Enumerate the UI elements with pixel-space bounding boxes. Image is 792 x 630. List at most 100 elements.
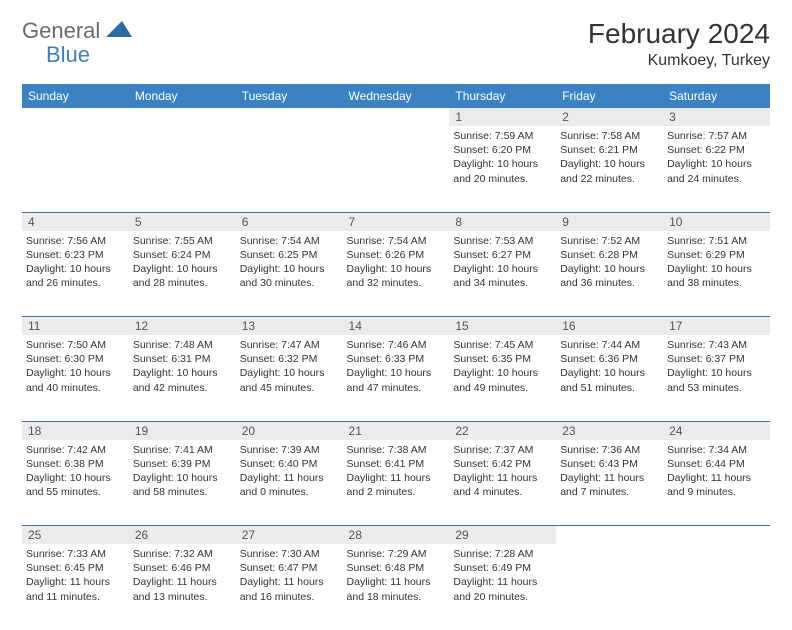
sunset-text: Sunset: 6:33 PM: [347, 352, 446, 366]
day-details: Sunrise: 7:57 AMSunset: 6:22 PMDaylight:…: [667, 129, 766, 186]
day-number: 22: [449, 421, 556, 440]
day-number: 5: [129, 212, 236, 231]
day-cell: [129, 126, 236, 212]
sunset-text: Sunset: 6:21 PM: [560, 143, 659, 157]
day-number: 24: [663, 421, 770, 440]
day-number: 13: [236, 317, 343, 336]
day-details: Sunrise: 7:34 AMSunset: 6:44 PMDaylight:…: [667, 443, 766, 500]
sunrise-text: Sunrise: 7:55 AM: [133, 234, 232, 248]
day-details: Sunrise: 7:50 AMSunset: 6:30 PMDaylight:…: [26, 338, 125, 395]
daylight-text: Daylight: 11 hours and 0 minutes.: [240, 471, 339, 499]
daynum-row: 18192021222324: [22, 421, 770, 440]
day-cell: [236, 126, 343, 212]
sunrise-text: Sunrise: 7:44 AM: [560, 338, 659, 352]
sunset-text: Sunset: 6:28 PM: [560, 248, 659, 262]
day-details: Sunrise: 7:42 AMSunset: 6:38 PMDaylight:…: [26, 443, 125, 500]
day-details: Sunrise: 7:56 AMSunset: 6:23 PMDaylight:…: [26, 234, 125, 291]
sunrise-text: Sunrise: 7:45 AM: [453, 338, 552, 352]
day-number: 17: [663, 317, 770, 336]
daylight-text: Daylight: 10 hours and 20 minutes.: [453, 157, 552, 185]
sunset-text: Sunset: 6:32 PM: [240, 352, 339, 366]
day-details: Sunrise: 7:37 AMSunset: 6:42 PMDaylight:…: [453, 443, 552, 500]
day-cell: Sunrise: 7:58 AMSunset: 6:21 PMDaylight:…: [556, 126, 663, 212]
sunset-text: Sunset: 6:30 PM: [26, 352, 125, 366]
sunrise-text: Sunrise: 7:52 AM: [560, 234, 659, 248]
sunset-text: Sunset: 6:46 PM: [133, 561, 232, 575]
daylight-text: Daylight: 10 hours and 40 minutes.: [26, 366, 125, 394]
day-number: 26: [129, 526, 236, 545]
daylight-text: Daylight: 10 hours and 55 minutes.: [26, 471, 125, 499]
daylight-text: Daylight: 10 hours and 38 minutes.: [667, 262, 766, 290]
sunrise-text: Sunrise: 7:29 AM: [347, 547, 446, 561]
day-cell: [556, 544, 663, 630]
sunset-text: Sunset: 6:38 PM: [26, 457, 125, 471]
sunset-text: Sunset: 6:40 PM: [240, 457, 339, 471]
sunrise-text: Sunrise: 7:34 AM: [667, 443, 766, 457]
day-cell: Sunrise: 7:44 AMSunset: 6:36 PMDaylight:…: [556, 335, 663, 421]
sunset-text: Sunset: 6:48 PM: [347, 561, 446, 575]
day-content-row: Sunrise: 7:59 AMSunset: 6:20 PMDaylight:…: [22, 126, 770, 212]
day-number: 6: [236, 212, 343, 231]
dayhead-saturday: Saturday: [663, 84, 770, 108]
daylight-text: Daylight: 11 hours and 7 minutes.: [560, 471, 659, 499]
location-label: Kumkoey, Turkey: [588, 52, 770, 70]
sunset-text: Sunset: 6:20 PM: [453, 143, 552, 157]
sunrise-text: Sunrise: 7:56 AM: [26, 234, 125, 248]
page-header: General Blue February 2024 Kumkoey, Turk…: [22, 18, 770, 70]
day-number: 10: [663, 212, 770, 231]
sunset-text: Sunset: 6:27 PM: [453, 248, 552, 262]
sunrise-text: Sunrise: 7:33 AM: [26, 547, 125, 561]
sunset-text: Sunset: 6:22 PM: [667, 143, 766, 157]
day-details: Sunrise: 7:52 AMSunset: 6:28 PMDaylight:…: [560, 234, 659, 291]
day-details: Sunrise: 7:59 AMSunset: 6:20 PMDaylight:…: [453, 129, 552, 186]
day-number: 1: [449, 108, 556, 126]
day-cell: Sunrise: 7:34 AMSunset: 6:44 PMDaylight:…: [663, 440, 770, 526]
day-number: [22, 108, 129, 126]
sunset-text: Sunset: 6:45 PM: [26, 561, 125, 575]
daylight-text: Daylight: 10 hours and 47 minutes.: [347, 366, 446, 394]
month-title: February 2024: [588, 18, 770, 50]
day-number: [343, 108, 450, 126]
day-details: Sunrise: 7:48 AMSunset: 6:31 PMDaylight:…: [133, 338, 232, 395]
day-number: 18: [22, 421, 129, 440]
day-number: [663, 526, 770, 545]
daylight-text: Daylight: 10 hours and 28 minutes.: [133, 262, 232, 290]
daylight-text: Daylight: 10 hours and 58 minutes.: [133, 471, 232, 499]
day-details: Sunrise: 7:39 AMSunset: 6:40 PMDaylight:…: [240, 443, 339, 500]
sunset-text: Sunset: 6:31 PM: [133, 352, 232, 366]
sunset-text: Sunset: 6:37 PM: [667, 352, 766, 366]
sunrise-text: Sunrise: 7:39 AM: [240, 443, 339, 457]
dayhead-thursday: Thursday: [449, 84, 556, 108]
day-number: 25: [22, 526, 129, 545]
day-cell: Sunrise: 7:43 AMSunset: 6:37 PMDaylight:…: [663, 335, 770, 421]
sunset-text: Sunset: 6:35 PM: [453, 352, 552, 366]
dayhead-sunday: Sunday: [22, 84, 129, 108]
daylight-text: Daylight: 11 hours and 9 minutes.: [667, 471, 766, 499]
sunrise-text: Sunrise: 7:43 AM: [667, 338, 766, 352]
day-cell: Sunrise: 7:50 AMSunset: 6:30 PMDaylight:…: [22, 335, 129, 421]
day-cell: Sunrise: 7:54 AMSunset: 6:26 PMDaylight:…: [343, 231, 450, 317]
sunrise-text: Sunrise: 7:36 AM: [560, 443, 659, 457]
sunrise-text: Sunrise: 7:51 AM: [667, 234, 766, 248]
day-number: 7: [343, 212, 450, 231]
day-cell: Sunrise: 7:59 AMSunset: 6:20 PMDaylight:…: [449, 126, 556, 212]
day-details: Sunrise: 7:45 AMSunset: 6:35 PMDaylight:…: [453, 338, 552, 395]
day-number: [129, 108, 236, 126]
day-cell: [22, 126, 129, 212]
day-cell: Sunrise: 7:38 AMSunset: 6:41 PMDaylight:…: [343, 440, 450, 526]
day-cell: Sunrise: 7:32 AMSunset: 6:46 PMDaylight:…: [129, 544, 236, 630]
day-number: 14: [343, 317, 450, 336]
sunset-text: Sunset: 6:24 PM: [133, 248, 232, 262]
day-details: Sunrise: 7:44 AMSunset: 6:36 PMDaylight:…: [560, 338, 659, 395]
dayhead-wednesday: Wednesday: [343, 84, 450, 108]
sunrise-text: Sunrise: 7:53 AM: [453, 234, 552, 248]
day-cell: [343, 126, 450, 212]
day-cell: Sunrise: 7:46 AMSunset: 6:33 PMDaylight:…: [343, 335, 450, 421]
sunrise-text: Sunrise: 7:32 AM: [133, 547, 232, 561]
day-number: 2: [556, 108, 663, 126]
day-details: Sunrise: 7:32 AMSunset: 6:46 PMDaylight:…: [133, 547, 232, 604]
sunrise-text: Sunrise: 7:42 AM: [26, 443, 125, 457]
day-number: 3: [663, 108, 770, 126]
day-cell: Sunrise: 7:33 AMSunset: 6:45 PMDaylight:…: [22, 544, 129, 630]
daylight-text: Daylight: 10 hours and 51 minutes.: [560, 366, 659, 394]
